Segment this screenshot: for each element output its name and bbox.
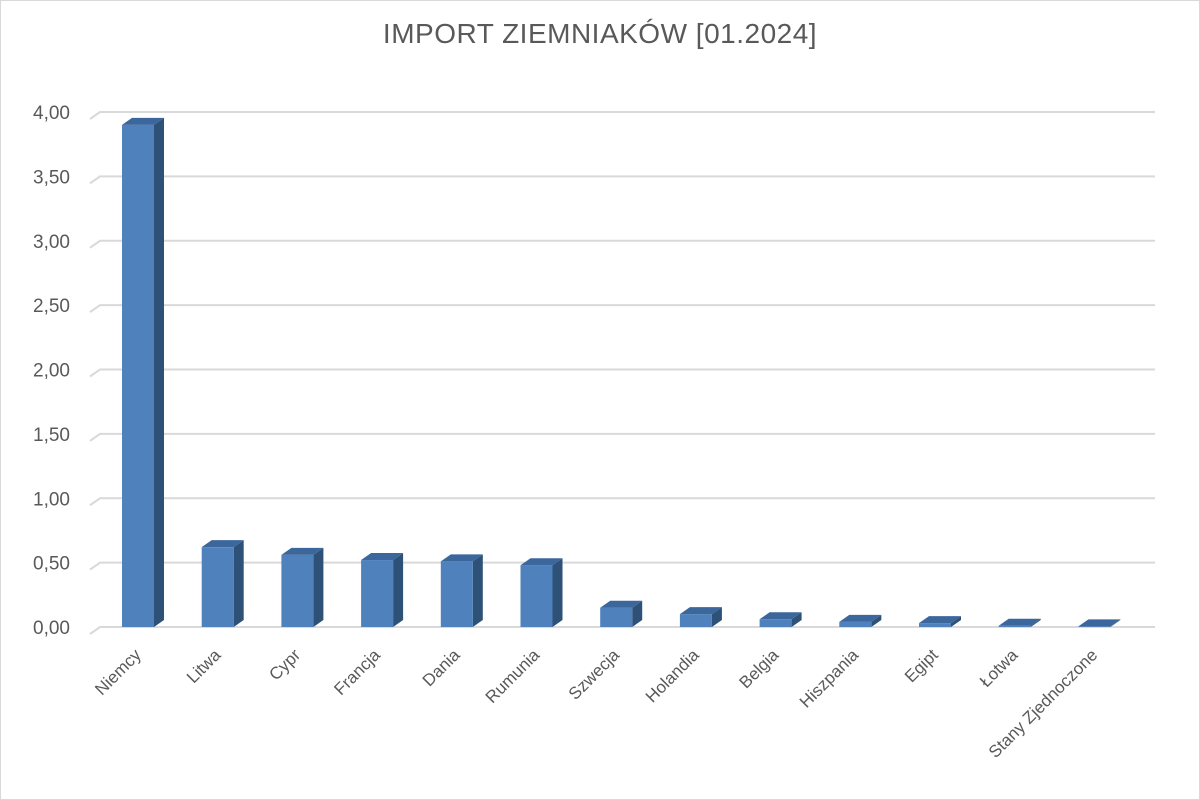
bar-top — [520, 558, 563, 566]
bar-front — [520, 565, 553, 627]
bar — [759, 612, 802, 627]
y-tick-label: 0,50 — [33, 554, 70, 575]
gridline — [89, 111, 1155, 120]
x-tick-label: Holandia — [642, 645, 703, 706]
bar — [440, 554, 483, 627]
bar — [679, 607, 722, 627]
chart-title: IMPORT ZIEMNIAKÓW [01.2024] — [382, 18, 818, 49]
bar-side — [552, 558, 563, 627]
bar-side — [472, 554, 483, 627]
y-tick-label: 2,50 — [33, 296, 70, 317]
x-tick-label: Rumunia — [482, 645, 544, 707]
gridline — [89, 561, 1155, 571]
x-tick-label: Egipt — [901, 645, 942, 686]
bar-top — [1078, 619, 1121, 627]
bar-side — [393, 553, 404, 627]
y-tick-label: 2,00 — [33, 361, 70, 382]
bar-top — [361, 553, 404, 561]
bar — [600, 600, 643, 627]
bar-top — [839, 614, 882, 622]
bars — [122, 117, 1121, 627]
bar-side — [632, 600, 643, 627]
x-tick-label: Hiszpania — [796, 645, 863, 712]
bar-top — [281, 547, 324, 555]
bar — [1078, 619, 1121, 627]
bar-side — [1030, 618, 1041, 627]
bar — [122, 117, 164, 627]
gridline — [89, 175, 1155, 185]
bar-front — [600, 607, 633, 627]
x-tick-label: Niemcy — [91, 645, 145, 699]
gridline — [89, 304, 1155, 313]
bar-top — [600, 600, 643, 608]
y-tick-label: 3,50 — [33, 167, 70, 188]
bar — [919, 616, 961, 627]
x-tick-label: Dania — [419, 645, 464, 690]
bar-front — [122, 124, 154, 627]
bar-front — [201, 547, 234, 627]
x-tick-label: Belgia — [736, 645, 783, 692]
bar-top — [201, 540, 244, 548]
gridline — [89, 497, 1155, 507]
bar-front — [839, 621, 872, 627]
gridlines — [89, 111, 1155, 635]
x-tick-label: Szwecja — [565, 645, 624, 704]
bar-side — [154, 117, 164, 627]
x-tick-label: Litwa — [183, 645, 225, 687]
y-tick-label: 1,50 — [33, 425, 70, 446]
x-tick-label: Cypr — [265, 645, 304, 684]
bar — [201, 540, 244, 627]
bar — [361, 553, 404, 627]
y-tick-label: 4,00 — [33, 103, 70, 124]
y-tick-label: 0,00 — [33, 618, 70, 639]
y-tick-label: 3,00 — [33, 232, 70, 253]
bar-side — [233, 540, 244, 627]
bar-front — [361, 560, 394, 627]
bar-side — [313, 547, 324, 627]
bar-top — [440, 554, 483, 562]
gridline — [89, 626, 1155, 635]
bar-top — [759, 612, 802, 620]
y-tick-label: 1,00 — [33, 489, 70, 510]
bar-side — [871, 614, 882, 627]
bar-side — [711, 607, 722, 627]
bar-side — [791, 612, 802, 627]
bar-front — [281, 554, 314, 627]
bar — [998, 618, 1041, 627]
bar-top — [122, 117, 164, 125]
bar-top — [679, 607, 722, 615]
bar — [281, 547, 324, 627]
gridline — [89, 368, 1155, 378]
bar-front — [679, 614, 712, 627]
bar — [839, 614, 882, 627]
bar-top — [998, 618, 1041, 626]
bar-top — [919, 616, 961, 624]
bar-front — [759, 619, 792, 627]
bar-front — [919, 623, 951, 627]
x-tick-label: Francja — [330, 645, 384, 699]
x-tick-label: Łotwa — [976, 645, 1022, 691]
bar-front — [1078, 626, 1111, 627]
bar-side — [1110, 619, 1121, 627]
bar-front — [440, 561, 473, 627]
bar-front — [998, 625, 1031, 627]
y-axis: 0,00 0,50 1,00 1,50 2,00 2,50 3,00 3,50 4,00 — [33, 103, 70, 639]
bar-side — [951, 616, 961, 627]
gridline — [89, 239, 1155, 249]
gridline — [89, 432, 1155, 442]
bar — [520, 558, 563, 627]
x-axis: Niemcy Litwa Cypr Francja Dania Rumunia Szwecj… — [91, 645, 1101, 762]
